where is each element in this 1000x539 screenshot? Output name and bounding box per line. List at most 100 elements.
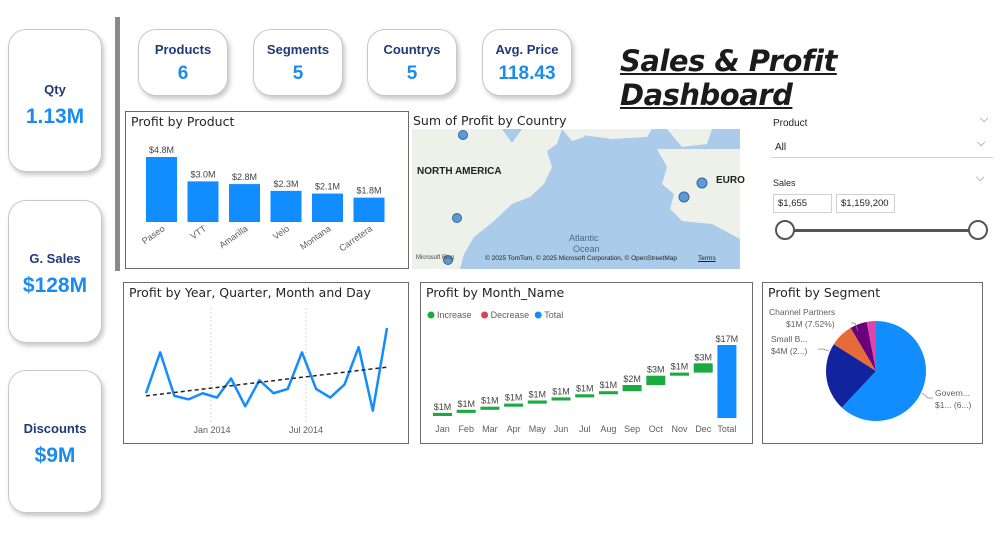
bar-velo[interactable] — [270, 190, 302, 222]
bar-data-label: $17M — [716, 334, 739, 344]
profit-by-segment-chart[interactable]: Profit by Segment Channel Partners $1M (7… — [762, 282, 983, 444]
legend-label: Total — [544, 310, 563, 320]
waterfall-bar-may[interactable] — [527, 400, 547, 404]
map-label-north-america: NORTH AMERICA — [417, 166, 502, 177]
pie-slice-other[interactable] — [850, 321, 876, 371]
chart-title: Profit by Year, Quarter, Month and Day — [129, 285, 371, 300]
bar-data-label: $1.8M — [356, 186, 381, 196]
pie-slice-small-business[interactable] — [826, 344, 876, 408]
chevron-down-icon[interactable]: ⌵ — [976, 172, 985, 184]
line-chart-svg: Jan 2014 Jul 2014 — [144, 308, 389, 435]
bar-paseo[interactable] — [146, 157, 177, 222]
profit-by-product-chart[interactable]: Profit by Product $4.8M Paseo $3.0M VTT $2.8… — [125, 111, 409, 269]
bar-chart-svg: $4.8M Paseo $3.0M VTT $2.8M Amarilla $2.3M Velo… — [140, 145, 385, 253]
waterfall-bar-jul[interactable] — [575, 394, 595, 398]
profit-by-month-chart[interactable]: Profit by Month_Name Increase Decrease Tot… — [420, 282, 753, 444]
x-tick-label: Montana — [298, 223, 332, 251]
waterfall-bar-nov[interactable] — [670, 372, 689, 376]
bar-amarilla[interactable] — [229, 184, 260, 222]
x-tick-label: Paseo — [140, 223, 167, 246]
kpi-value: 118.43 — [498, 63, 556, 84]
sales-slicer-label: Sales — [773, 178, 796, 188]
map-label-europe: EURO — [716, 175, 745, 186]
map-marker[interactable] — [678, 191, 690, 203]
bar-vtt[interactable] — [187, 181, 219, 222]
waterfall-bar-oct[interactable] — [646, 375, 666, 385]
sales-range-max-handle[interactable] — [968, 220, 988, 240]
legend-label: Decrease — [491, 310, 530, 320]
map-bing-logo: Microsoft Bing — [416, 255, 455, 261]
waterfall-bar-mar[interactable] — [480, 406, 500, 410]
x-tick-label: Jun — [554, 424, 569, 434]
kpi-card-discounts: Discounts $9M — [8, 370, 102, 513]
bar-data-label: $1M — [576, 383, 594, 393]
waterfall-bar-aug[interactable] — [598, 391, 618, 395]
kpi-card-countrys: Countrys 5 — [367, 29, 457, 96]
map-attribution: © 2025 TomTom, © 2025 Microsoft Corporat… — [485, 255, 678, 262]
map-marker[interactable] — [443, 255, 453, 265]
kpi-value: $128M — [22, 274, 88, 297]
bar-carretera[interactable] — [353, 197, 385, 222]
x-tick-label: Jan — [435, 424, 450, 434]
waterfall-bar-jun[interactable] — [551, 397, 571, 401]
pie-data-label: $4M (2...) — [771, 346, 808, 356]
chart-title: Profit by Product — [131, 114, 235, 129]
waterfall-bar-dec[interactable] — [693, 363, 713, 373]
bar-data-label: $2M — [623, 374, 641, 384]
x-tick-label: Jul — [579, 424, 591, 434]
map-label-ocean: Ocean — [573, 244, 600, 254]
legend-marker — [427, 311, 435, 319]
kpi-card-avg-price: Avg. Price 118.43 — [482, 29, 572, 96]
profit-by-date-chart[interactable]: Profit by Year, Quarter, Month and Day J… — [123, 282, 409, 444]
chart-title: Profit by Segment — [768, 285, 881, 300]
pie-data-label: Channel Partners — [769, 307, 835, 317]
bar-data-label: $1M — [552, 386, 570, 396]
chevron-down-icon[interactable]: ⌵ — [980, 113, 989, 125]
x-tick-label: Sep — [624, 424, 640, 434]
bar-data-label: $1M — [505, 393, 523, 403]
bar-data-label: $3.0M — [190, 169, 215, 179]
sales-range-track — [784, 229, 979, 232]
x-tick-label: Nov — [671, 424, 688, 434]
pie-slice-government[interactable] — [841, 321, 926, 421]
kpi-card-qty: Qty 1.13M — [8, 29, 102, 172]
waterfall-bar-sep[interactable] — [622, 385, 642, 392]
product-slicer-dropdown[interactable]: All ⌵ — [771, 136, 993, 158]
map-marker[interactable] — [458, 130, 468, 140]
kpi-label: G. Sales — [29, 251, 81, 266]
pie-slice-channel-partners[interactable] — [833, 327, 876, 371]
x-tick-label: Apr — [507, 424, 521, 434]
map-label-atlantic: Atlantic — [569, 233, 599, 243]
x-tick-label: Dec — [695, 424, 712, 434]
divider-bar — [115, 17, 120, 271]
map-marker[interactable] — [696, 177, 708, 189]
kpi-value: 1.13M — [25, 105, 85, 128]
sales-max-input[interactable]: $1,159,200 — [836, 194, 895, 213]
map-terms-link[interactable]: Terms — [698, 255, 716, 262]
product-slicer-value: All — [775, 142, 787, 153]
x-tick-label: Jan 2014 — [193, 425, 230, 435]
kpi-card-gross-sales: G. Sales $128M — [8, 200, 102, 343]
x-tick-label: Aug — [600, 424, 616, 434]
waterfall-bar-apr[interactable] — [504, 403, 524, 407]
waterfall-bar-feb[interactable] — [456, 409, 476, 413]
map-marker[interactable] — [452, 213, 462, 223]
x-tick-label: Carretera — [337, 223, 374, 253]
kpi-label: Avg. Price — [495, 42, 559, 57]
leader-line — [818, 348, 830, 352]
waterfall-bar-total[interactable] — [717, 345, 737, 418]
kpi-card-segments: Segments 5 — [253, 29, 343, 96]
pie-slice-other-2[interactable] — [866, 321, 876, 371]
kpi-label: Segments — [266, 42, 330, 57]
waterfall-bar-jan[interactable] — [433, 412, 452, 416]
profit-line[interactable] — [144, 327, 389, 412]
bar-montana[interactable] — [312, 193, 343, 222]
sales-min-input[interactable]: $1,655 — [773, 194, 832, 213]
bar-data-label: $1M — [434, 402, 452, 412]
sales-range-min-handle[interactable] — [775, 220, 795, 240]
bar-data-label: $2.8M — [232, 172, 257, 182]
pie-data-label: $1... (6...) — [935, 400, 972, 410]
profit-by-country-map[interactable]: Sum of Profit by Country NORTH AMERICA E… — [412, 111, 745, 269]
bar-data-label: $3M — [647, 365, 665, 375]
pie-data-label: Govern... — [935, 388, 970, 398]
